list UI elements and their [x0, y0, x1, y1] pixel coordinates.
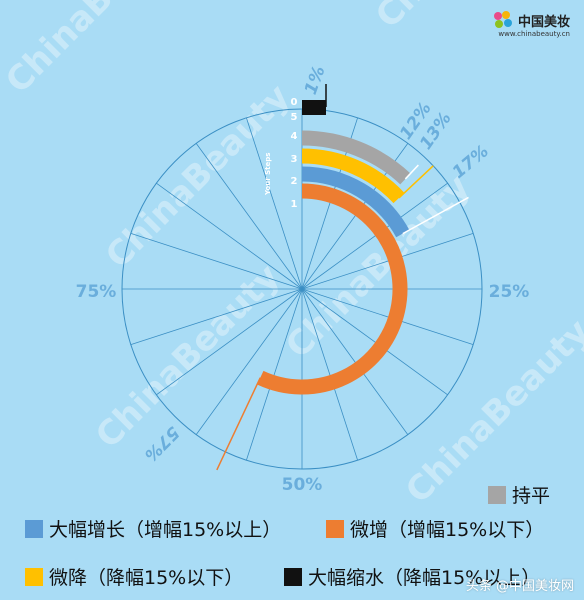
grid-spoke [156, 288, 303, 396]
legend-item-black: 大幅缩水（降幅15%以上） [284, 563, 540, 590]
grid-spoke [301, 288, 359, 461]
legend-item-blue: 大幅增长（增幅15%以上） [25, 515, 281, 542]
ring-number-label: 4 [291, 131, 298, 142]
grid-spoke [156, 182, 303, 290]
legend-swatch-blue [25, 519, 43, 538]
axis-title: Your Steps [264, 153, 272, 196]
legend-swatch-black [284, 567, 302, 586]
legend-item-gray: 持平 [488, 481, 550, 508]
legend-swatch-gray [488, 485, 506, 504]
legend-label-black: 大幅缩水（降幅15%以上） [308, 567, 541, 589]
grid-spoke [301, 288, 409, 435]
brand-logo: 中国美妆 www.chinabeauty.cn [492, 10, 570, 38]
grid-spoke [245, 288, 303, 461]
ring-number-label: 5 [291, 112, 298, 123]
legend-swatch-yellow [25, 567, 43, 586]
ring-number-label: 3 [291, 154, 298, 165]
series-arc [257, 183, 408, 395]
series-leader [216, 377, 261, 471]
grid-spoke [195, 143, 303, 290]
brand-url: www.chinabeauty.cn [498, 30, 570, 38]
grid-spoke [195, 288, 303, 435]
brand-name: 中国美妆 [517, 14, 570, 30]
series-arc [301, 130, 411, 185]
percent-axis-label: 75% [76, 282, 117, 302]
series-arc [301, 148, 405, 204]
legend-swatch-orange [326, 519, 344, 538]
watermark-text: ChinaBeauty [88, 257, 288, 457]
series-leader [402, 196, 469, 235]
grid-spoke [301, 232, 474, 290]
legend-label-orange: 微增（增幅15%以下） [350, 519, 545, 541]
legend-item-yellow: 微降（降幅15%以下） [25, 563, 243, 590]
series-leader [398, 165, 434, 199]
legend-label-yellow: 微降（降幅15%以下） [49, 567, 244, 589]
series-arc [301, 166, 410, 238]
series-bar [302, 100, 326, 115]
legend-item-orange: 微增（增幅15%以下） [326, 515, 544, 542]
grid-spoke [245, 117, 303, 290]
data-label: 57% [140, 422, 183, 465]
brand-flower-icon [493, 11, 512, 28]
series-leader [404, 164, 419, 180]
percent-axis-label: 50% [282, 475, 323, 495]
ring-number-label: 2 [291, 176, 298, 187]
corner-watermark: 头条 @中国美妆网 [465, 579, 574, 594]
legend-label-blue: 大幅增长（增幅15%以上） [49, 519, 282, 541]
grid-spoke [130, 288, 303, 346]
ring-number-label: 1 [291, 199, 298, 210]
grid-spoke [301, 288, 474, 346]
percent-axis-label: 25% [489, 282, 530, 302]
grid-spoke [301, 182, 448, 290]
grid-spoke [301, 288, 448, 396]
grid-spoke [130, 232, 303, 290]
watermark-text: ChinaBeauty [0, 0, 198, 101]
ring-number-label: 0 [291, 97, 298, 108]
data-label: 17% [449, 141, 493, 182]
legend-label-gray: 持平 [512, 485, 551, 507]
